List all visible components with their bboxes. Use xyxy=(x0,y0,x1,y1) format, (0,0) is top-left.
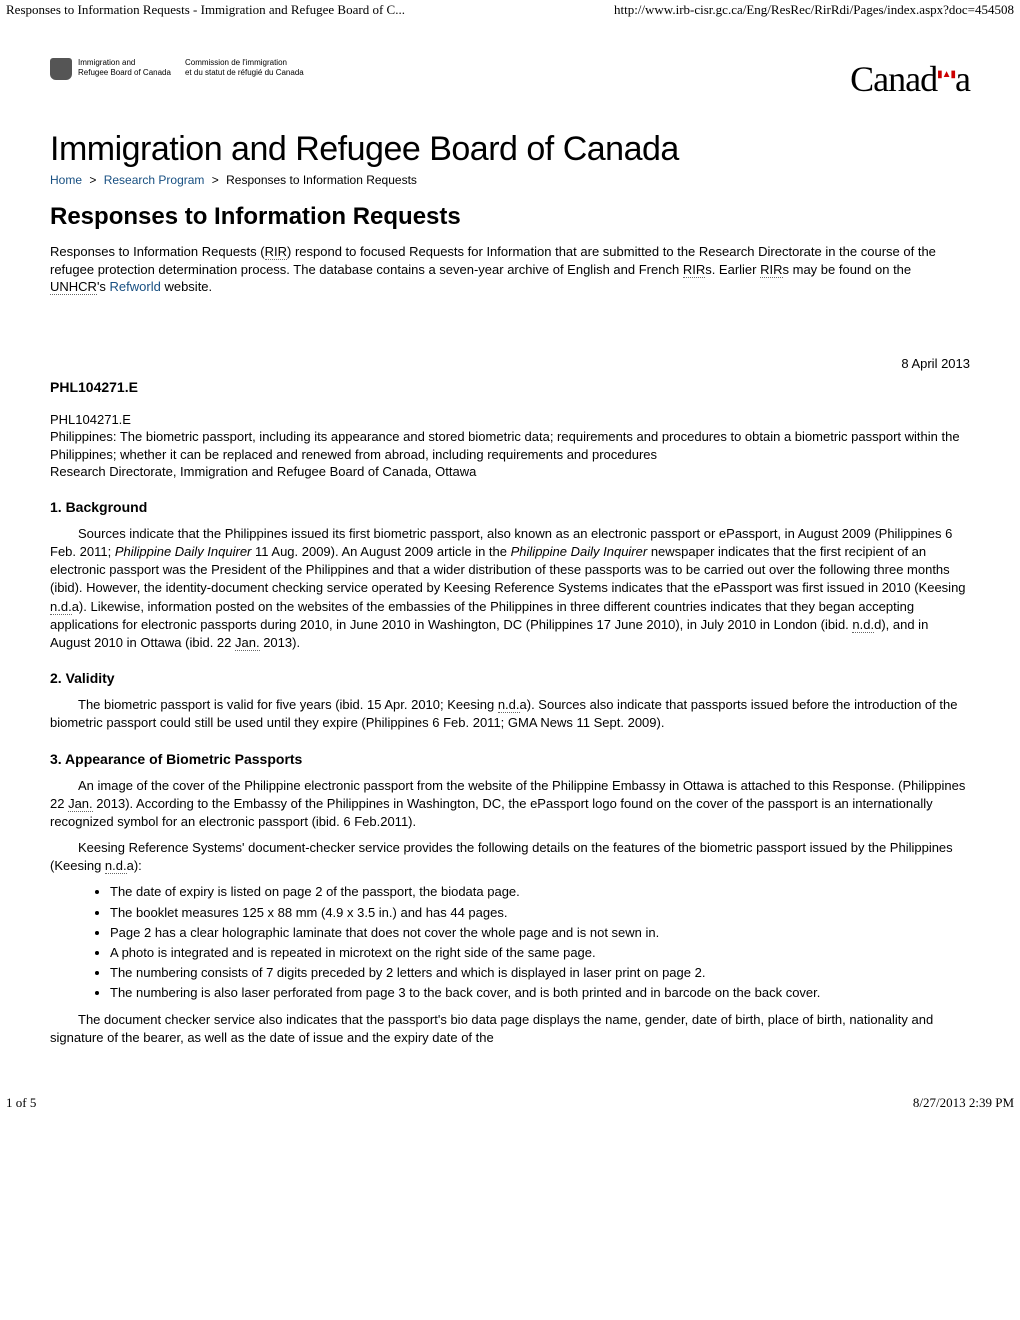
print-footer-datetime: 8/27/2013 2:39 PM xyxy=(913,1095,1014,1111)
appearance-paragraph-3: The document checker service also indica… xyxy=(50,1011,970,1047)
rir-title: Philippines: The biometric passport, inc… xyxy=(50,429,960,462)
rir-code-text: PHL104271.E xyxy=(50,412,131,427)
breadcrumb: Home > Research Program > Responses to I… xyxy=(50,173,970,187)
government-branding-block: Immigration and Refugee Board of Canada … xyxy=(50,58,304,80)
breadcrumb-research-program[interactable]: Research Program xyxy=(104,173,205,187)
abbr-unhcr: UNHCR xyxy=(50,279,97,295)
coat-of-arms-icon xyxy=(50,58,72,80)
abbr-rir: RIR xyxy=(683,262,705,278)
branding-english: Immigration and Refugee Board of Canada xyxy=(78,58,171,77)
breadcrumb-separator: > xyxy=(212,173,219,187)
validity-paragraph: The biometric passport is valid for five… xyxy=(50,696,970,732)
background-paragraph: Sources indicate that the Philippines is… xyxy=(50,525,970,652)
page-title: Responses to Information Requests xyxy=(50,203,970,231)
list-item: The numbering consists of 7 digits prece… xyxy=(110,964,930,982)
list-item: A photo is integrated and is repeated in… xyxy=(110,944,930,962)
list-item: The numbering is also laser perforated f… xyxy=(110,984,930,1002)
print-header-title: Responses to Information Requests - Immi… xyxy=(6,2,405,18)
page-content: Immigration and Refugee Board of Canada … xyxy=(0,28,1020,1047)
document-date: 8 April 2013 xyxy=(50,356,970,371)
print-header-url: http://www.irb-cisr.gc.ca/Eng/ResRec/Rir… xyxy=(614,2,1014,18)
abbr-rir: RIR xyxy=(760,262,782,278)
list-item: The date of expiry is listed on page 2 o… xyxy=(110,883,930,901)
section-heading-appearance: 3. Appearance of Biometric Passports xyxy=(50,751,970,767)
rir-source: Research Directorate, Immigration and Re… xyxy=(50,464,476,479)
passport-features-list: The date of expiry is listed on page 2 o… xyxy=(90,883,970,1002)
print-footer-page: 1 of 5 xyxy=(6,1095,36,1111)
browser-print-header: Responses to Information Requests - Immi… xyxy=(0,0,1020,28)
rir-code-heading: PHL104271.E xyxy=(50,379,970,395)
breadcrumb-home[interactable]: Home xyxy=(50,173,82,187)
branding-text: Immigration and Refugee Board of Canada … xyxy=(78,58,304,77)
site-title: Immigration and Refugee Board of Canada xyxy=(50,130,970,169)
canada-wordmark: Canad▮▲▮a xyxy=(850,58,970,100)
abbr-rir: RIR xyxy=(265,244,287,260)
section-heading-background: 1. Background xyxy=(50,499,970,515)
breadcrumb-separator: > xyxy=(89,173,96,187)
appearance-paragraph-2: Keesing Reference Systems' document-chec… xyxy=(50,839,970,875)
refworld-link[interactable]: Refworld xyxy=(110,279,161,294)
intro-paragraph: Responses to Information Requests (RIR) … xyxy=(50,243,970,296)
appearance-paragraph-1: An image of the cover of the Philippine … xyxy=(50,777,970,832)
maple-leaf-icon: ▮▲▮ xyxy=(937,70,955,80)
browser-print-footer: 1 of 5 8/27/2013 2:39 PM xyxy=(0,1055,1020,1117)
branding-french: Commission de l'immigration et du statut… xyxy=(185,58,304,77)
list-item: Page 2 has a clear holographic laminate … xyxy=(110,924,930,942)
rir-metadata: PHL104271.E Philippines: The biometric p… xyxy=(50,411,970,481)
government-header: Immigration and Refugee Board of Canada … xyxy=(50,28,970,120)
section-heading-validity: 2. Validity xyxy=(50,670,970,686)
breadcrumb-current: Responses to Information Requests xyxy=(226,173,417,187)
list-item: The booklet measures 125 x 88 mm (4.9 x … xyxy=(110,904,930,922)
